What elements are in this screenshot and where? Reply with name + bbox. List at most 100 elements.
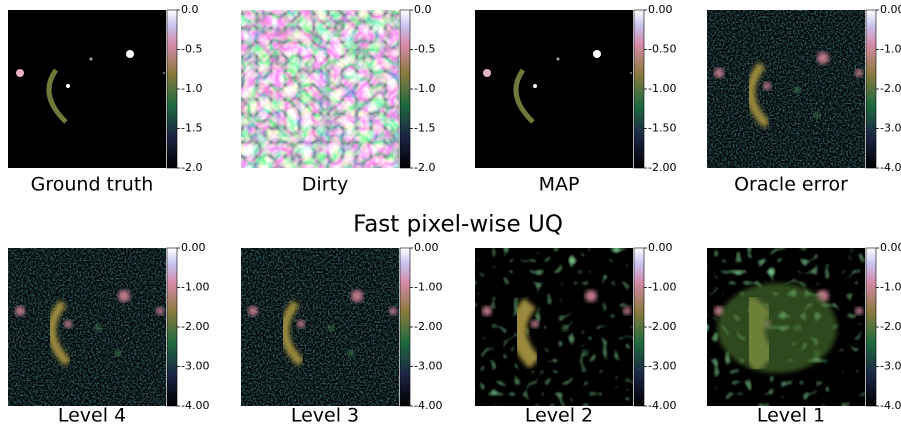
source (582, 350, 588, 356)
colorbar-tick-label: -2.00 (880, 82, 901, 95)
colorbar-tick-label: -2.00 (648, 161, 676, 174)
source-arc (513, 68, 535, 124)
source-arc (746, 62, 771, 129)
colorbar-tick-label: -2.00 (648, 320, 676, 333)
colorbar-tick-label: 0.00 (648, 3, 673, 16)
source (156, 307, 164, 315)
dirty-noise (241, 10, 399, 168)
colorbar (399, 247, 411, 407)
colorbar-tick-label: -1.00 (880, 281, 901, 294)
source (328, 325, 334, 331)
colorbar-tick-label: -3.00 (880, 122, 901, 135)
panel-label: Level 2 (525, 405, 593, 427)
source (763, 82, 771, 90)
colorbar-tick-label: 0.0 (414, 3, 432, 16)
colorbar-tick-label: -2.00 (414, 320, 442, 333)
colorbar (633, 247, 645, 407)
panel-label: Oracle error (734, 174, 848, 196)
colorbar (166, 9, 178, 169)
colorbar-tick-label: 0.00 (181, 241, 206, 254)
colorbar-tick-label: -1.50 (648, 122, 676, 135)
source (348, 350, 354, 356)
colorbar (166, 247, 178, 407)
source (89, 57, 93, 61)
source-arc (280, 300, 305, 367)
source (593, 50, 601, 58)
image-bg (8, 10, 166, 168)
colorbar-tick-label: 0.00 (414, 241, 439, 254)
colorbar (399, 9, 411, 169)
colorbar-tick-label: -4.00 (880, 399, 901, 412)
colorbar-tick-label: 0.00 (880, 3, 901, 16)
source (630, 72, 632, 74)
colorbar-tick-label: 0.00 (880, 241, 901, 254)
colorbar-tick-label: 0.00 (648, 241, 673, 254)
source (15, 306, 25, 316)
colorbar-tick-label: -3.00 (648, 360, 676, 373)
colorbar-tick-label: -1.00 (648, 82, 676, 95)
colorbar-tick-label: -1.5 (181, 122, 202, 135)
colorbar-tick-label: -2.0 (181, 161, 202, 174)
source (118, 290, 130, 302)
image-bg (475, 10, 633, 168)
colorbar-tick-label: 0.0 (181, 3, 199, 16)
colorbar-tick-label: -1.0 (414, 82, 435, 95)
source (794, 87, 800, 93)
source (531, 320, 539, 328)
image (8, 248, 166, 406)
colorbar-tick-label: -1.00 (181, 281, 209, 294)
source (16, 69, 24, 77)
source (585, 290, 597, 302)
colorbar-tick-label: -1.5 (414, 122, 435, 135)
colorbar-tick-label: -4.00 (648, 399, 676, 412)
source (623, 307, 631, 315)
source-arc (47, 300, 72, 367)
source-arc (510, 297, 541, 369)
source (817, 52, 829, 64)
colorbar-tick-label: -1.00 (648, 281, 676, 294)
colorbar (633, 9, 645, 169)
noise (707, 10, 865, 168)
source (163, 72, 165, 74)
noise (8, 248, 166, 406)
source (855, 307, 863, 315)
panel-label: Ground truth (31, 174, 154, 196)
colorbar (865, 9, 877, 169)
noise (241, 248, 399, 406)
colorbar-tick-label: -0.5 (181, 43, 202, 56)
source (389, 307, 397, 315)
source (714, 68, 724, 78)
colorbar-tick-label: -1.0 (181, 82, 202, 95)
image (241, 248, 399, 406)
source (64, 320, 72, 328)
colorbar (865, 247, 877, 407)
source (126, 50, 134, 58)
panel-label: MAP (539, 174, 580, 196)
source (556, 57, 560, 61)
image (475, 10, 633, 168)
image (241, 10, 399, 168)
colorbar-tick-label: -3.00 (414, 360, 442, 373)
colorbar-tick-label: -1.00 (414, 281, 442, 294)
colorbar-tick-label: -1.00 (880, 43, 901, 56)
colorbar-tick-label: -4.00 (414, 399, 442, 412)
panel-label: Level 3 (291, 405, 359, 427)
source (814, 112, 820, 118)
source (115, 350, 121, 356)
halo (717, 283, 837, 373)
colorbar-tick-label: -2.00 (880, 320, 901, 333)
source (483, 69, 491, 77)
colorbar-tick-label: -3.00 (880, 360, 901, 373)
colorbar-tick-label: -4.00 (181, 399, 209, 412)
source (95, 325, 101, 331)
panel-label: Level 1 (757, 405, 825, 427)
image (475, 248, 633, 406)
source (482, 306, 492, 316)
image (707, 248, 865, 406)
source-arc (46, 68, 68, 124)
source (855, 69, 863, 77)
source (562, 325, 568, 331)
noise (475, 248, 633, 406)
source (66, 84, 70, 88)
